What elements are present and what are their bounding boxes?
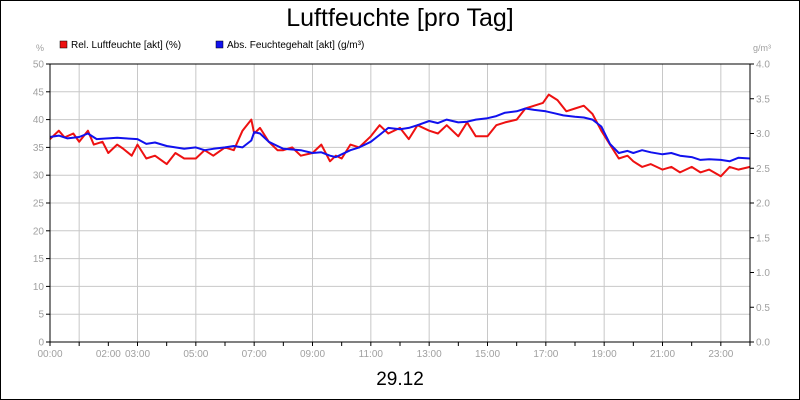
y-right-tick-label: 4.0 (756, 60, 770, 71)
y-right-tick-label: 0.0 (756, 338, 770, 349)
x-tick-label: 11:00 (359, 349, 384, 360)
y-left-tick-label: 30 (33, 171, 45, 182)
legend-label: Rel. Luftfeuchte [akt] (%) (71, 40, 181, 51)
y-left-tick-label: 40 (33, 115, 45, 126)
legend-swatch (215, 40, 224, 49)
y-left-unit: % (36, 43, 44, 53)
y-right-tick-label: 3.5 (756, 94, 770, 105)
x-tick-label: 03:00 (125, 349, 150, 360)
x-tick-label: 17:00 (533, 349, 558, 360)
x-tick-label: 00:00 (37, 349, 62, 360)
series-line-rel-humidity (49, 93, 751, 178)
legend-swatch (59, 40, 68, 49)
y-left-tick-label: 45 (33, 87, 45, 98)
x-tick-label: 23:00 (708, 349, 733, 360)
y-right-tick-label: 2.5 (756, 164, 770, 175)
x-tick-label: 07:00 (242, 349, 267, 360)
x-tick-label: 09:00 (300, 349, 325, 360)
y-right-tick-label: 3.0 (756, 129, 770, 140)
x-tick-label: 05:00 (183, 349, 208, 360)
chart-title: Luftfeuchte [pro Tag] (286, 4, 514, 32)
y-left-tick-label: 20 (33, 226, 45, 237)
series-layer (49, 93, 751, 178)
y-left-tick-label: 10 (33, 282, 45, 293)
y-left-tick-label: 50 (33, 60, 45, 71)
y-right-unit: g/m³ (753, 43, 771, 53)
tick-labels: 0 5 10 15 20 25 30 35 40 45 50 0.0 0.5 1.0 1.5 2.0 2.5 3.… (33, 60, 770, 361)
y-right-tick-label: 1.5 (756, 233, 770, 244)
x-tick-label: 15:00 (475, 349, 500, 360)
x-tick-label: 19:00 (592, 349, 617, 360)
x-tick-label: 21:00 (650, 349, 675, 360)
y-right-tick-label: 1.0 (756, 268, 770, 279)
y-left-tick-label: 5 (38, 310, 44, 321)
y-left-tick-label: 25 (33, 199, 45, 210)
y-right-tick-label: 2.0 (756, 199, 770, 210)
y-left-tick-label: 35 (33, 143, 45, 154)
legend-label: Abs. Feuchtegehalt [akt] (g/m³) (227, 40, 364, 51)
grid (50, 64, 750, 342)
y-left-tick-label: 15 (33, 254, 45, 265)
y-right-tick-label: 0.5 (756, 303, 770, 314)
y-left-tick-label: 0 (38, 338, 44, 349)
legend: Rel. Luftfeuchte [akt] (%) Abs. Feuchtege… (59, 40, 364, 51)
date-label: 29.12 (376, 369, 424, 390)
x-tick-label: 13:00 (417, 349, 442, 360)
series-line-abs-humidity (49, 107, 751, 163)
x-tick-label: 02:00 (96, 349, 121, 360)
